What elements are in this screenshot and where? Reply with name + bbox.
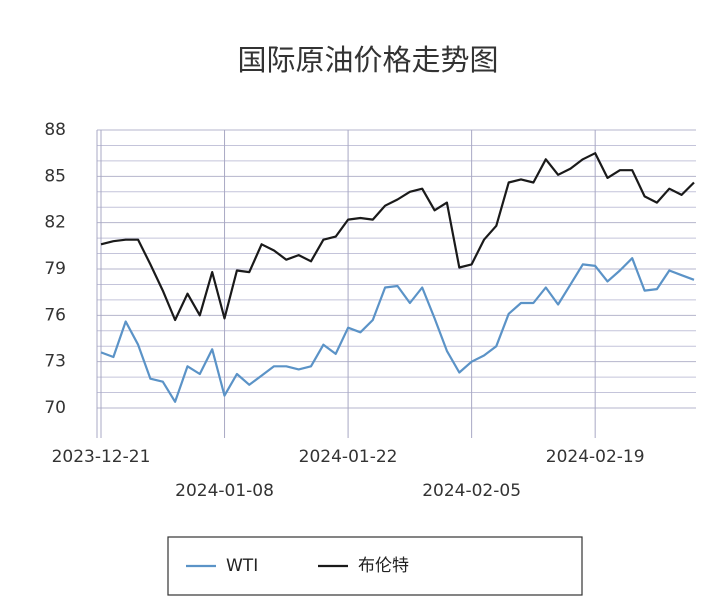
y-tick-label: 85 — [44, 166, 66, 186]
series-line — [100, 152, 695, 322]
y-tick-label: 76 — [44, 305, 66, 325]
x-tick-label: 2024-01-08 — [175, 481, 274, 501]
x-tick-label: 2023-12-21 — [52, 447, 151, 467]
legend-label: 布伦特 — [358, 556, 409, 576]
y-tick-label: 73 — [44, 352, 66, 372]
x-tick-label: 2024-01-22 — [299, 447, 398, 467]
legend-label: WTI — [226, 556, 258, 576]
y-tick-label: 70 — [44, 398, 66, 418]
y-tick-label: 88 — [44, 120, 66, 140]
x-tick-label: 2024-02-19 — [546, 447, 645, 467]
series-line — [100, 257, 695, 403]
chart-title: 国际原油价格走势图 — [237, 43, 498, 77]
y-tick-label: 82 — [44, 213, 66, 233]
legend-box — [167, 536, 583, 596]
x-tick-label: 2024-02-05 — [422, 481, 521, 501]
y-tick-label: 79 — [44, 259, 66, 279]
